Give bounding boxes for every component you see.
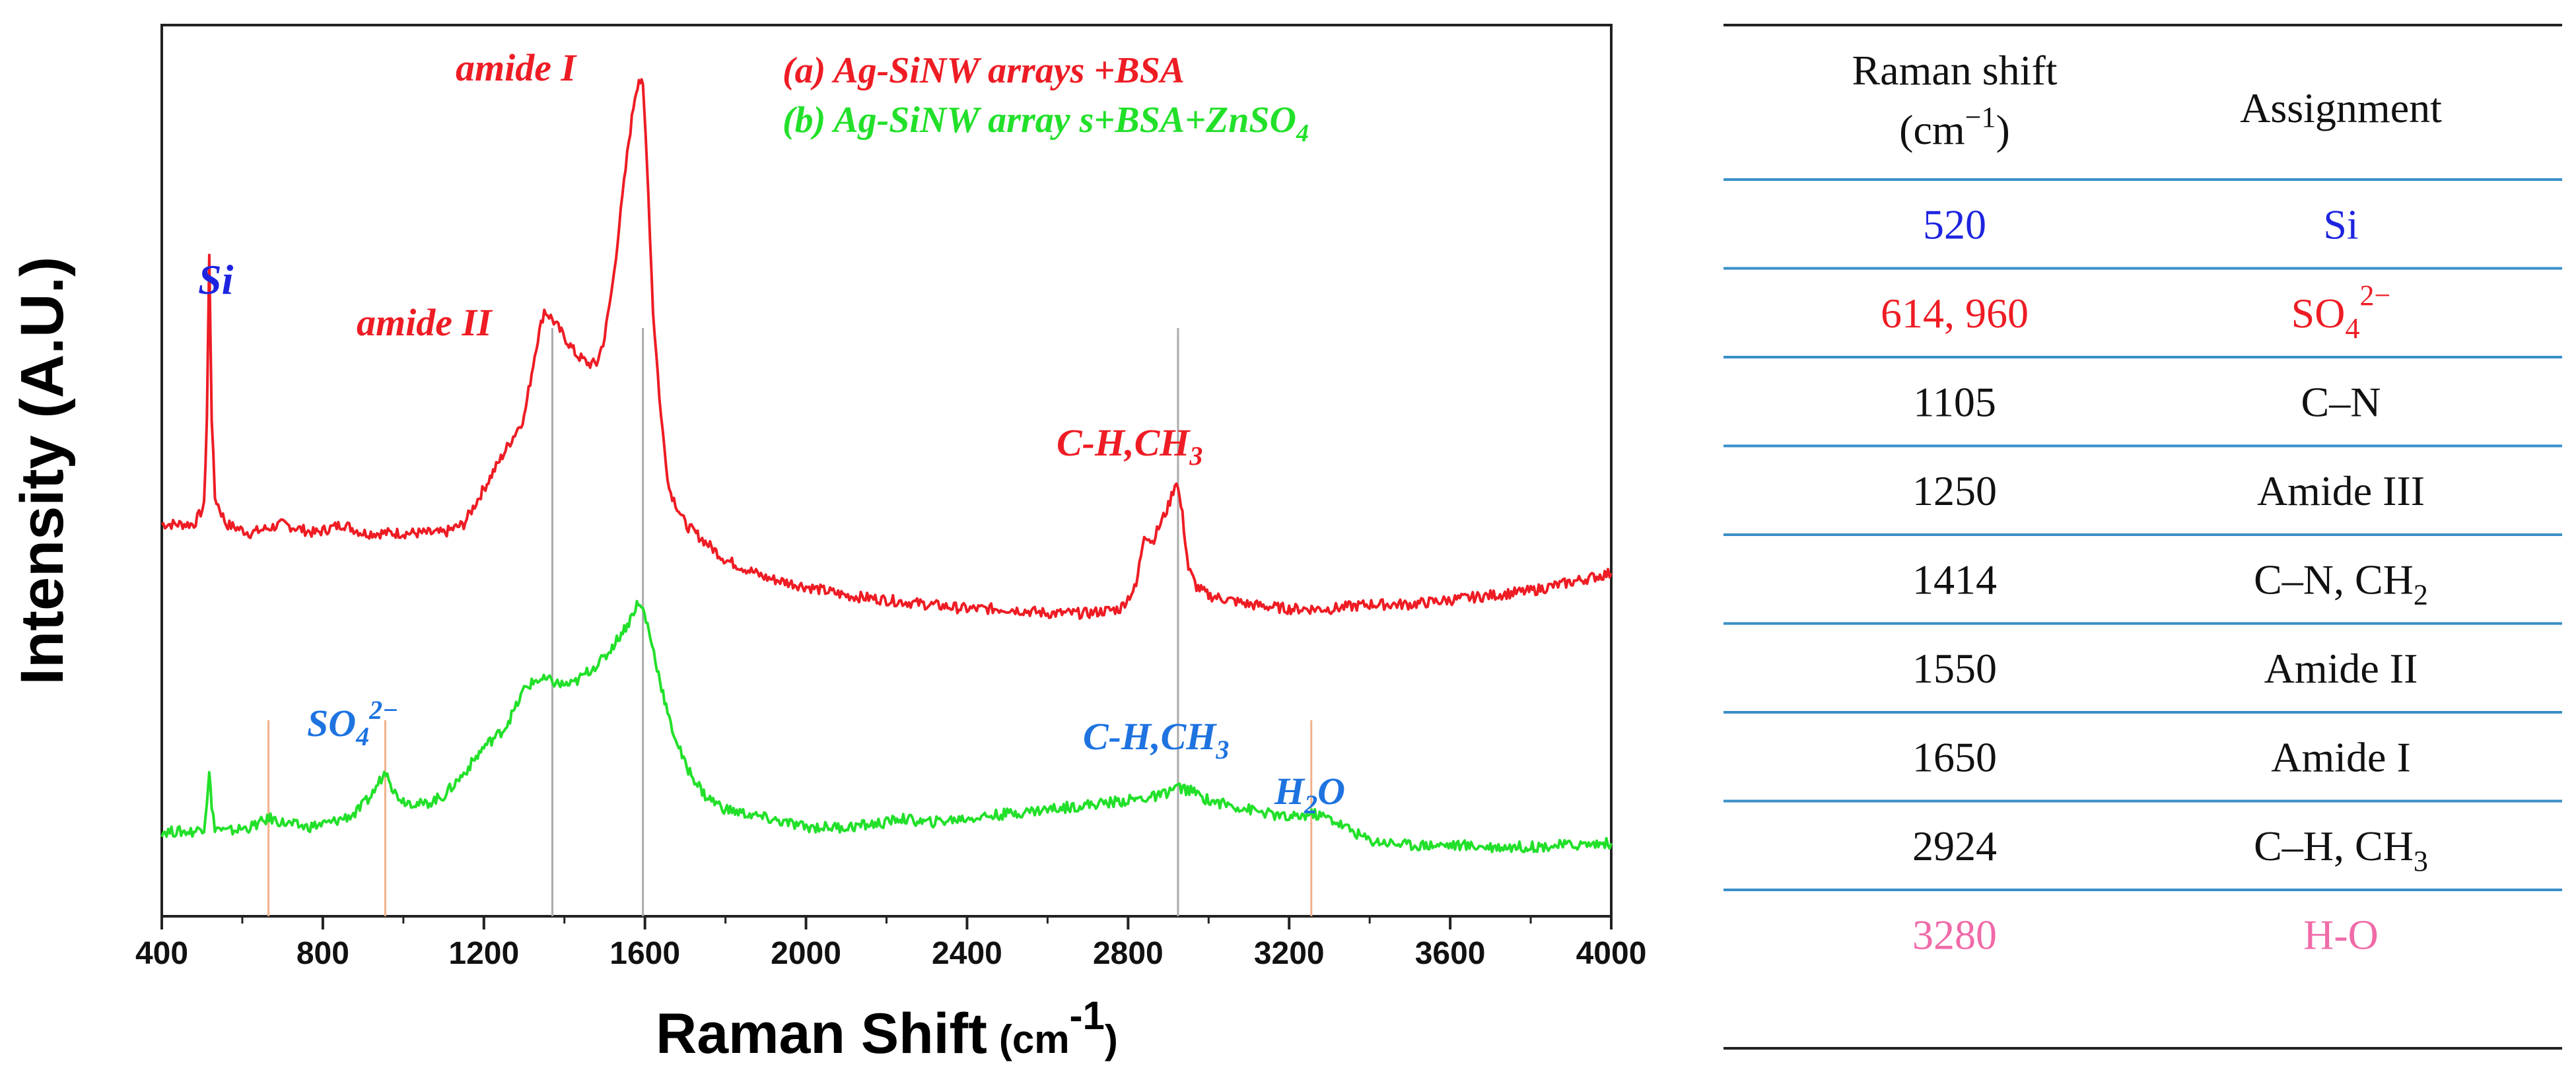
x-tick-label: 1200	[448, 936, 519, 971]
table-cell-assignment: SO42−	[2291, 279, 2391, 345]
assignment-base: Si	[2323, 201, 2358, 248]
table-cell-assignment: Amide III	[2257, 467, 2425, 514]
legend-entry-b: (b) Ag-SiNW array s+BSA+ZnSO4	[783, 100, 1309, 147]
table-cell-assignment: C–N, CH2	[2254, 556, 2428, 611]
assignment-base: C–N	[2301, 378, 2381, 425]
table-row: 1105 C–N	[1723, 378, 2562, 448]
table-cell-shift: 1550	[1912, 645, 1997, 692]
annotation-ch-red: C-H,CH3	[1057, 421, 1202, 471]
legend-entry-a: (a) Ag-SiNW arrays +BSA	[783, 50, 1185, 91]
annotation-amide-i-text: amide I	[456, 46, 577, 89]
assignment-sub: 2	[2414, 578, 2428, 611]
series-layer	[160, 78, 1613, 854]
table-cell-assignment: Amide I	[2271, 733, 2411, 780]
x-tick-label: 2000	[771, 936, 841, 971]
x-axis-label: Raman Shift (cm-1)	[656, 994, 1118, 1065]
annotation-si: Si	[198, 256, 234, 303]
x-axis-unit-open: (cm	[999, 1017, 1070, 1061]
table-cell-assignment: Amide II	[2264, 645, 2418, 692]
legend-entry-b-text: (b) Ag-SiNW array s+BSA+ZnSO	[783, 100, 1296, 141]
assignment-sub: 3	[2414, 845, 2428, 877]
table-rows: 520 Si 614, 960 SO42− 1105 C–N 1250 Amide III 14…	[1723, 178, 2562, 958]
x-tick-label: 4000	[1576, 936, 1647, 971]
table-header-unit-sup: −1	[1965, 101, 1996, 133]
annotation-ch-blue-text: C-H,CH	[1083, 715, 1217, 758]
annotation-ch-red-text: C-H,CH	[1057, 421, 1191, 464]
table-cell-assignment: C–N	[2301, 378, 2381, 425]
legend-entry-b-sub: 4	[1296, 119, 1309, 147]
table-header-shift: Raman shift	[1852, 47, 2057, 94]
table-header-shift-unit: (cm−1)	[1899, 101, 2010, 153]
annotation-h2o-tail: O	[1317, 770, 1345, 813]
series-line-b	[160, 599, 1613, 854]
x-tick-label: 400	[135, 936, 188, 971]
table-cell-shift: 1105	[1913, 378, 1996, 425]
legend-entry-a-text: (a) Ag-SiNW arrays +BSA	[783, 50, 1185, 91]
table-cell-assignment: C–H, CH3	[2254, 823, 2428, 877]
plot-frame	[160, 24, 1613, 918]
table-cell-assignment: H-O	[2303, 911, 2379, 958]
table-cell-shift: 614, 960	[1881, 290, 2029, 337]
annotation-h2o-sub: 2	[1304, 790, 1317, 819]
x-axis-ticks: 400 800 1200 1600 2000 2400 2800 3200 3600 4000	[135, 916, 1646, 971]
annotation-ch-blue-sub: 3	[1215, 735, 1229, 764]
assignment-base: C–H, CH	[2254, 823, 2414, 869]
table-cell-assignment: Si	[2323, 201, 2358, 248]
x-tick-label: 2800	[1093, 936, 1164, 971]
table-row: 2924 C–H, CH3	[1723, 823, 2562, 891]
table-cell-shift: 1414	[1912, 556, 1997, 603]
assignment-sub: 4	[2345, 312, 2359, 345]
annotation-ch-red-sub: 3	[1189, 441, 1202, 471]
table-header-assignment: Assignment	[2240, 84, 2442, 131]
x-tick-label: 800	[296, 936, 349, 971]
table-cell-shift: 1650	[1912, 733, 1997, 780]
annotation-so4: SO42−	[307, 695, 398, 751]
annotation-h2o-text: H	[1274, 770, 1305, 813]
series-line-a	[161, 78, 1613, 620]
table-header-unit-close: )	[1996, 106, 2010, 153]
table-row: 1414 C–N, CH2	[1723, 556, 2562, 625]
table-cell-shift: 520	[1923, 201, 1986, 248]
annotation-amide-ii: amide II	[357, 301, 493, 344]
table-row: 1250 Amide III	[1723, 467, 2562, 536]
x-axis-unit-sup: -1	[1070, 994, 1105, 1038]
annotation-si-text: Si	[198, 256, 234, 303]
assignment-base: C–N, CH	[2254, 556, 2414, 603]
assignment-sup: 2−	[2359, 279, 2390, 312]
chart-panel: 400 800 1200 1600 2000 2400 2800 3200 3600 4000 I…	[9, 24, 1646, 1065]
annotation-so4-sub: 4	[355, 722, 369, 751]
annotation-so4-text: SO	[307, 702, 356, 745]
y-axis-label: Intensity (A.U.)	[9, 256, 76, 685]
x-axis-label-text: Raman Shift	[656, 1002, 987, 1065]
table-row: 520 Si	[1723, 201, 2562, 270]
assignment-base: SO	[2291, 290, 2346, 337]
assignment-base: Amide III	[2257, 467, 2425, 514]
assignment-base: Amide I	[2271, 733, 2411, 780]
table-row: 614, 960 SO42−	[1723, 279, 2562, 358]
table-cell-shift: 1250	[1912, 467, 1997, 514]
reference-lines	[267, 328, 1313, 916]
table-row: 1550 Amide II	[1723, 645, 2562, 714]
x-tick-label: 3200	[1254, 936, 1325, 971]
annotation-ch-blue: C-H,CH3	[1083, 715, 1229, 764]
table-row: 1650 Amide I	[1723, 733, 2562, 803]
x-axis-unit-close: )	[1105, 1017, 1118, 1061]
table-header-unit-open: (cm	[1899, 106, 1965, 153]
assignment-base: Amide II	[2264, 645, 2418, 692]
annotation-so4-sup: 2−	[368, 695, 398, 725]
x-tick-label: 2400	[932, 936, 1002, 971]
x-tick-label: 1600	[609, 936, 680, 971]
annotation-amide-ii-text: amide II	[357, 301, 493, 344]
x-tick-label: 3600	[1415, 936, 1486, 971]
annotation-amide-i: amide I	[456, 46, 577, 89]
table-cell-shift: 3280	[1912, 911, 1997, 958]
annotation-h2o: H2O	[1274, 770, 1345, 819]
table-row: 3280 H-O	[1912, 911, 2379, 958]
table-cell-shift: 2924	[1912, 823, 1997, 869]
assignment-table: Raman shift (cm−1) Assignment 520 Si 614, …	[1723, 24, 2562, 1050]
assignment-base: H-O	[2303, 911, 2379, 958]
